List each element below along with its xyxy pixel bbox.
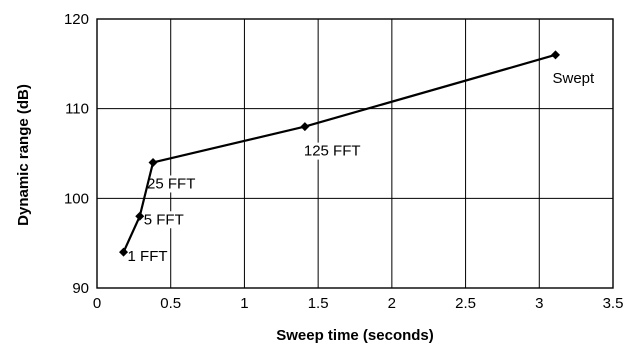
point-labels: 1 FFT 5 FFT 25 FFT 125 FFT Swept <box>125 69 598 266</box>
point-label: 25 FFT <box>147 175 195 192</box>
x-tick-label: 2.5 <box>455 295 476 312</box>
point-label-bg <box>145 175 198 193</box>
data-point <box>119 247 129 257</box>
point-label-bg <box>125 248 170 266</box>
x-tick-label: 3 <box>535 295 543 312</box>
x-tick-label: 1 <box>240 295 248 312</box>
plot-frame <box>96 18 614 289</box>
x-tick-label: 3.5 <box>603 295 624 312</box>
y-tick-label: 90 <box>72 280 89 297</box>
tick-labels: 0 0.5 1 1.5 2 2.5 3 3.5 90 100 110 120 <box>64 11 623 312</box>
point-label: 125 FFT <box>304 143 361 160</box>
point-label-bg <box>141 211 186 229</box>
data-point <box>148 157 158 167</box>
point-label: 5 FFT <box>144 211 184 228</box>
series <box>119 50 561 257</box>
point-label-bg <box>301 142 363 160</box>
y-tick-label: 110 <box>65 101 89 118</box>
x-tick-label: 0.5 <box>160 295 181 312</box>
point-label-bg <box>550 69 598 87</box>
point-label: Swept <box>553 70 596 87</box>
point-label: 1 FFT <box>128 248 168 265</box>
data-point <box>300 122 310 132</box>
x-tick-label: 1.5 <box>308 295 329 312</box>
y-tick-label: 120 <box>64 11 89 28</box>
grid <box>97 19 613 288</box>
data-point <box>551 50 561 60</box>
x-tick-label: 0 <box>93 295 101 312</box>
y-axis-title: Dynamic range (dB) <box>15 84 32 226</box>
x-axis-title: Sweep time (seconds) <box>276 327 434 344</box>
y-tick-label: 100 <box>64 190 89 207</box>
x-tick-label: 2 <box>388 295 396 312</box>
data-point <box>135 211 145 221</box>
